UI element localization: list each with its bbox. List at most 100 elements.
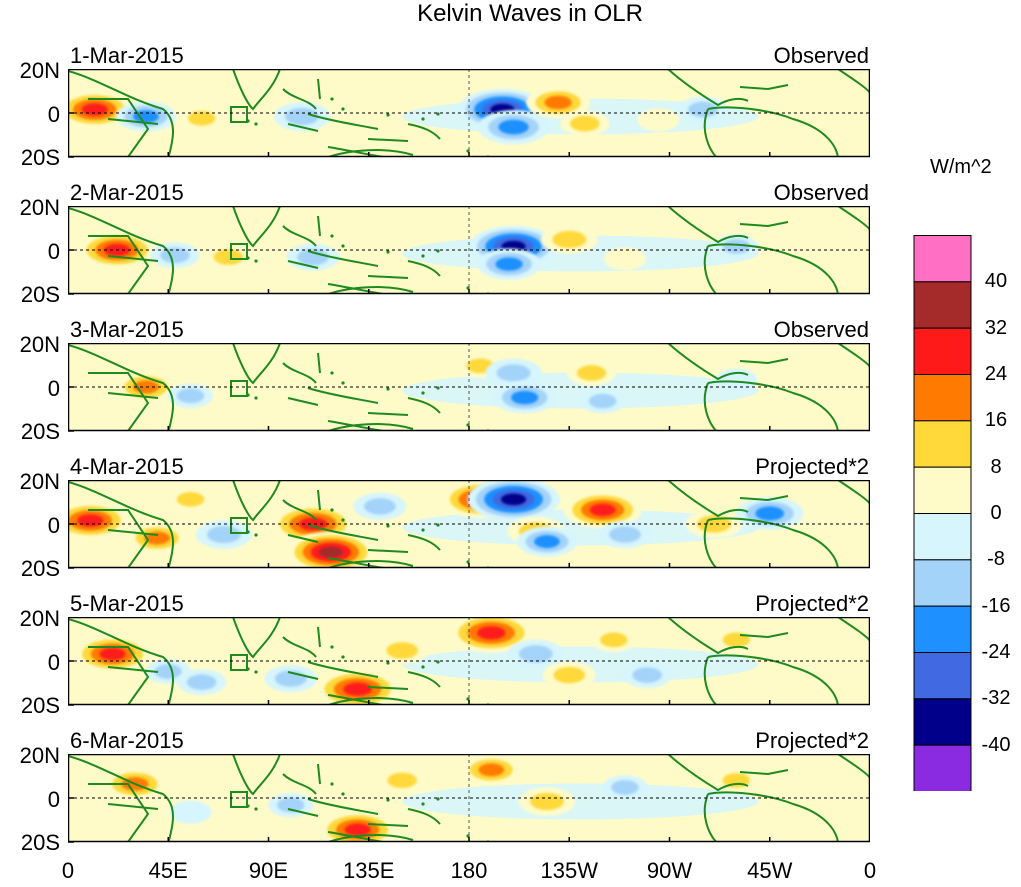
island: [330, 234, 334, 238]
olr-anomaly: [632, 667, 662, 683]
map-panel: [68, 69, 870, 158]
coastlines: [68, 206, 870, 294]
island: [421, 528, 425, 532]
island: [421, 117, 425, 121]
y-tick-label: 20N: [19, 195, 60, 220]
olr-anomaly: [344, 823, 371, 836]
panel-kind-label: Projected*2: [755, 728, 869, 753]
y-tick-label: 20S: [20, 145, 60, 170]
panel-date-label: 2-Mar-2015: [70, 180, 184, 205]
olr-anomaly: [496, 364, 531, 382]
colorbar-level-label: 24: [984, 363, 1008, 385]
coastline: [282, 88, 409, 157]
x-tick-label: 45E: [148, 858, 188, 883]
colorbar-swatch: [913, 513, 972, 561]
colorbar-level-label: -8: [987, 548, 1005, 571]
coastline: [232, 754, 281, 796]
y-tick-label: 20S: [20, 830, 60, 855]
olr-anomaly: [589, 503, 616, 517]
map-panel: [68, 480, 870, 569]
olr-anomaly: [336, 115, 379, 139]
reference-box: [230, 243, 248, 260]
island: [386, 524, 390, 528]
colorbar-swatch: [913, 420, 972, 468]
x-tick-label: 180: [450, 858, 488, 883]
y-tick-label: 0: [47, 102, 60, 127]
coastline: [88, 509, 159, 568]
y-tick-label: 20N: [19, 332, 60, 357]
coastline: [739, 221, 789, 228]
y-tick-label: 0: [47, 650, 60, 675]
y-tick-label: 20N: [19, 606, 60, 631]
olr-anomaly: [387, 772, 417, 789]
island: [466, 286, 470, 290]
colorbar-level-label: -32: [981, 687, 1011, 710]
island: [421, 391, 425, 395]
colorbar: [913, 235, 972, 791]
olr-anomaly: [600, 632, 628, 648]
olr-anomaly: [553, 666, 586, 684]
island: [466, 560, 470, 564]
colorbar-swatch: [913, 744, 972, 791]
olr-anomaly: [611, 780, 639, 795]
island: [421, 254, 425, 258]
olr-anomaly: [176, 492, 205, 507]
coastlines: [68, 617, 870, 705]
island: [254, 259, 258, 263]
y-tick-label: 20N: [19, 469, 60, 494]
olr-anomaly: [530, 792, 564, 811]
olr-anomaly: [298, 517, 328, 531]
panel-kind-label: Observed: [773, 317, 869, 342]
x-tick-label: 135W: [540, 858, 598, 883]
coastline: [317, 215, 441, 277]
colorbar-level-label: 16: [984, 409, 1008, 432]
coastline: [667, 480, 749, 518]
coastline: [282, 362, 409, 431]
coastline: [739, 495, 789, 502]
coastline: [667, 69, 749, 107]
colorbar-level-label: 40: [984, 270, 1008, 293]
panel-date-label: 3-Mar-2015: [70, 317, 184, 342]
reference-box: [230, 380, 248, 397]
olr-anomaly: [761, 109, 801, 131]
coastline: [282, 636, 409, 705]
coastline: [739, 769, 789, 776]
y-tick-label: 0: [47, 787, 60, 812]
island: [341, 518, 345, 522]
island: [341, 244, 345, 248]
olr-anomaly: [688, 101, 718, 118]
coastline: [317, 489, 441, 551]
olr-anomaly: [603, 247, 646, 271]
island: [330, 508, 334, 512]
colorbar-level-label: 8: [990, 455, 1002, 478]
olr-anomaly: [213, 249, 244, 265]
island: [341, 107, 345, 111]
y-tick-label: 20N: [19, 58, 60, 83]
coastline: [317, 763, 441, 825]
island: [341, 792, 345, 796]
colorbar-swatch: [913, 235, 972, 283]
reference-box: [230, 106, 248, 123]
colorbar-level-label: -40: [981, 733, 1011, 756]
colorbar-level-label: 32: [984, 316, 1008, 339]
coastline: [667, 617, 749, 655]
coastline: [232, 206, 281, 248]
coastline: [232, 480, 281, 522]
olr-anomaly: [207, 525, 241, 544]
y-tick-label: 0: [47, 513, 60, 538]
olr-anomaly: [176, 388, 205, 404]
coastline: [282, 499, 409, 568]
reference-box: [230, 791, 248, 808]
island: [254, 122, 258, 126]
map-panel: [68, 343, 870, 432]
island: [386, 798, 390, 802]
colorbar-swatch: [913, 327, 972, 375]
olr-anomaly: [609, 526, 641, 543]
olr-anomaly: [382, 225, 422, 247]
island: [330, 782, 334, 786]
olr-anomaly: [518, 645, 553, 663]
olr-anomaly: [477, 626, 506, 640]
coastline: [317, 626, 441, 688]
coastline: [667, 343, 749, 381]
olr-anomaly: [186, 674, 217, 690]
